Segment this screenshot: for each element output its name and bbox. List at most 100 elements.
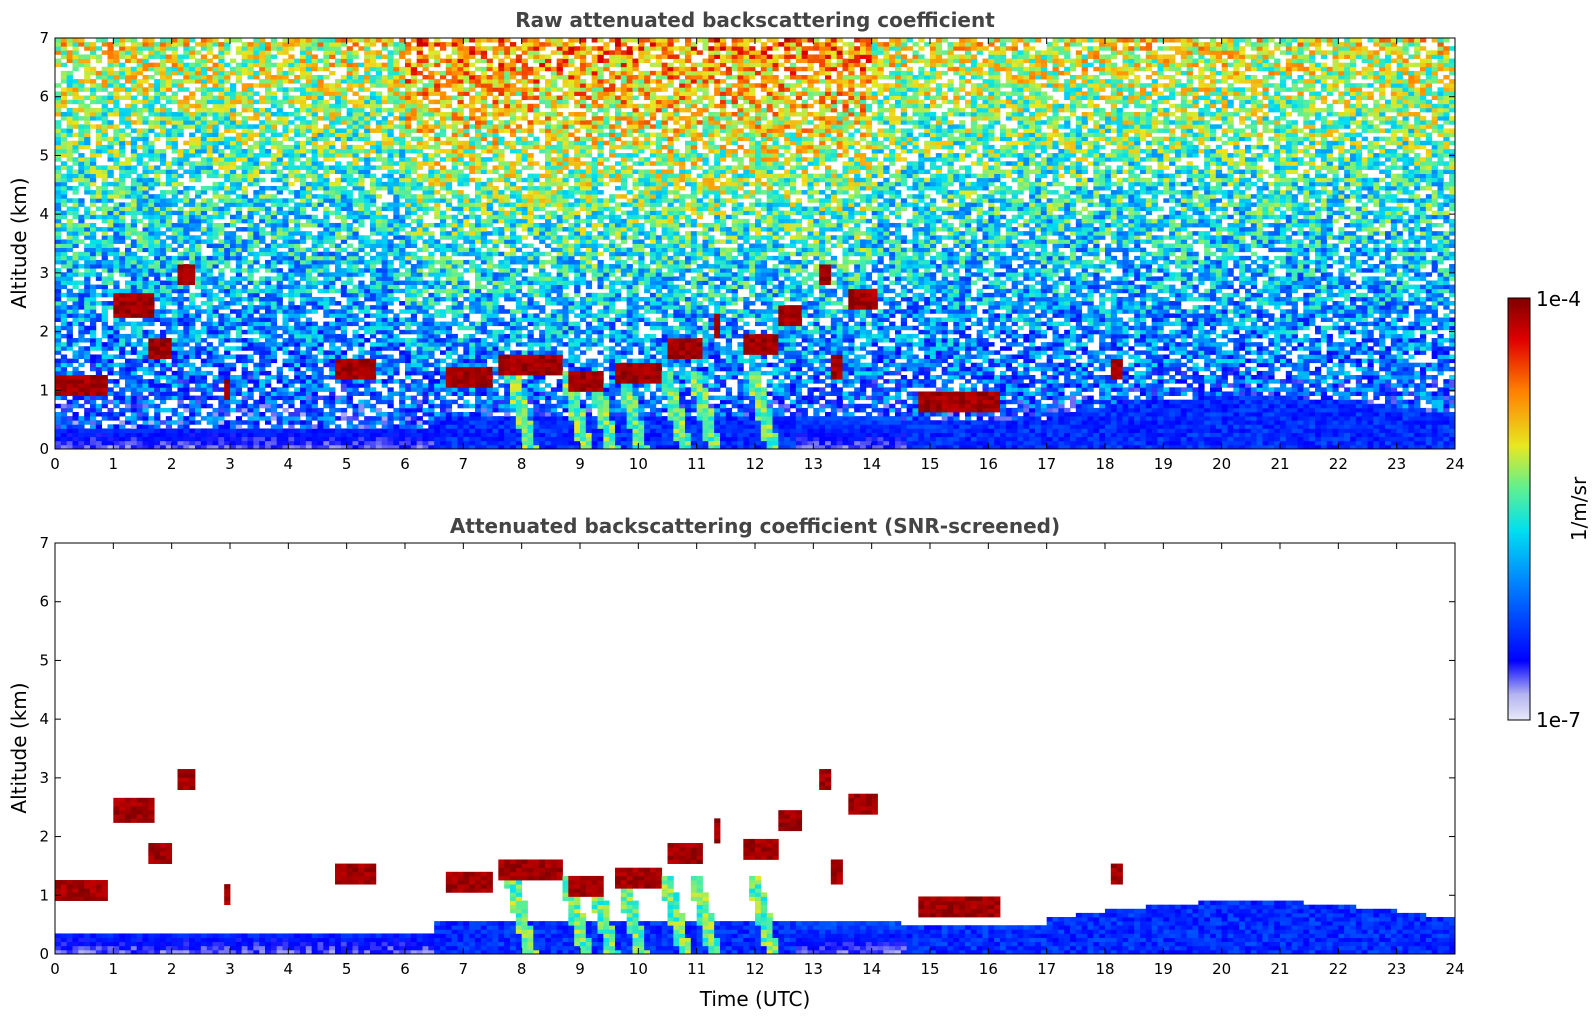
- heatmap-cell: [259, 67, 265, 72]
- heatmap-cell: [288, 285, 294, 290]
- heatmap-cell: [125, 264, 131, 269]
- heatmap-cell: [393, 428, 399, 433]
- heatmap-cell: [61, 359, 67, 364]
- heatmap-cell: [61, 264, 67, 269]
- heatmap-cell: [323, 42, 329, 47]
- heatmap-cell: [347, 293, 353, 298]
- heatmap-cell: [236, 441, 242, 446]
- heatmap-cell: [306, 359, 312, 364]
- heatmap-cell: [329, 149, 335, 154]
- heatmap-cell: [183, 190, 189, 195]
- heatmap-cell: [347, 396, 353, 401]
- heatmap-cell: [399, 412, 405, 417]
- heatmap-cell: [411, 161, 417, 166]
- heatmap-cell: [55, 141, 61, 146]
- heatmap-cell: [230, 104, 236, 109]
- heatmap-cell: [137, 379, 143, 384]
- heatmap-cell: [218, 313, 224, 318]
- heatmap-cell: [306, 235, 312, 240]
- heatmap-cell: [253, 112, 259, 117]
- heatmap-cell: [61, 272, 67, 277]
- heatmap-cell: [113, 223, 119, 228]
- heatmap-cell: [388, 433, 394, 438]
- heatmap-cell: [218, 149, 224, 154]
- heatmap-cell: [131, 375, 137, 380]
- heatmap-cell: [265, 211, 271, 216]
- heatmap-cell: [393, 437, 399, 442]
- heatmap-cell: [405, 133, 411, 138]
- heatmap-cell: [335, 338, 341, 343]
- heatmap-cell: [90, 235, 96, 240]
- heatmap-cell: [131, 149, 137, 154]
- heatmap-cell: [67, 83, 73, 88]
- heatmap-cell: [131, 100, 137, 105]
- heatmap-cell: [90, 108, 96, 113]
- heatmap-cell: [131, 128, 137, 133]
- heatmap-cell: [329, 350, 335, 355]
- heatmap-cell: [218, 289, 224, 294]
- heatmap-cell: [382, 301, 388, 306]
- heatmap-cell: [84, 264, 90, 269]
- heatmap-cell: [113, 268, 119, 273]
- heatmap-cell: [242, 391, 248, 396]
- heatmap-cell: [388, 182, 394, 187]
- heatmap-cell: [143, 428, 149, 433]
- heatmap-cell: [195, 59, 201, 64]
- heatmap-cell: [108, 120, 114, 125]
- heatmap-cell: [183, 408, 189, 413]
- heatmap-cell: [300, 363, 306, 368]
- heatmap-cell: [218, 338, 224, 343]
- heatmap-cell: [61, 437, 67, 442]
- heatmap-cell: [329, 91, 335, 96]
- heatmap-cell: [405, 289, 411, 294]
- heatmap-cell: [201, 124, 207, 129]
- heatmap-cell: [230, 67, 236, 72]
- heatmap-cell: [67, 91, 73, 96]
- heatmap-cell: [341, 223, 347, 228]
- heatmap-cell: [78, 437, 84, 442]
- heatmap-cell: [347, 215, 353, 220]
- heatmap-cell: [271, 194, 277, 199]
- heatmap-cell: [382, 256, 388, 261]
- heatmap-cell: [353, 133, 359, 138]
- heatmap-cell: [353, 412, 359, 417]
- heatmap-cell: [259, 161, 265, 166]
- heatmap-cell: [300, 420, 306, 425]
- heatmap-cell: [399, 182, 405, 187]
- heatmap-cell: [318, 359, 324, 364]
- heatmap-cell: [259, 194, 265, 199]
- heatmap-cell: [411, 412, 417, 417]
- heatmap-cell: [411, 396, 417, 401]
- heatmap-cell: [253, 145, 259, 150]
- heatmap-cell: [207, 264, 213, 269]
- heatmap-cell: [300, 207, 306, 212]
- heatmap-cell: [271, 276, 277, 281]
- heatmap-cell: [358, 165, 364, 170]
- heatmap-cell: [341, 104, 347, 109]
- heatmap-cell: [183, 280, 189, 285]
- heatmap-cell: [189, 112, 195, 117]
- heatmap-cell: [90, 379, 96, 384]
- heatmap-cell: [218, 215, 224, 220]
- heatmap-cell: [213, 326, 219, 331]
- heatmap-cell: [119, 170, 125, 175]
- heatmap-cell: [248, 412, 254, 417]
- heatmap-cell: [102, 108, 108, 113]
- heatmap-cell: [259, 301, 265, 306]
- heatmap-cell: [213, 124, 219, 129]
- heatmap-cell: [236, 141, 242, 146]
- heatmap-cell: [61, 198, 67, 203]
- heatmap-cell: [277, 211, 283, 216]
- heatmap-cell: [195, 346, 201, 351]
- heatmap-cell: [318, 260, 324, 265]
- heatmap-cell: [393, 391, 399, 396]
- heatmap-cell: [300, 128, 306, 133]
- heatmap-cell: [300, 91, 306, 96]
- heatmap-cell: [300, 141, 306, 146]
- heatmap-cell: [382, 165, 388, 170]
- heatmap-cell: [236, 100, 242, 105]
- heatmap-cell: [388, 404, 394, 409]
- heatmap-cell: [376, 256, 382, 261]
- heatmap-cell: [119, 54, 125, 59]
- heatmap-cell: [335, 46, 341, 51]
